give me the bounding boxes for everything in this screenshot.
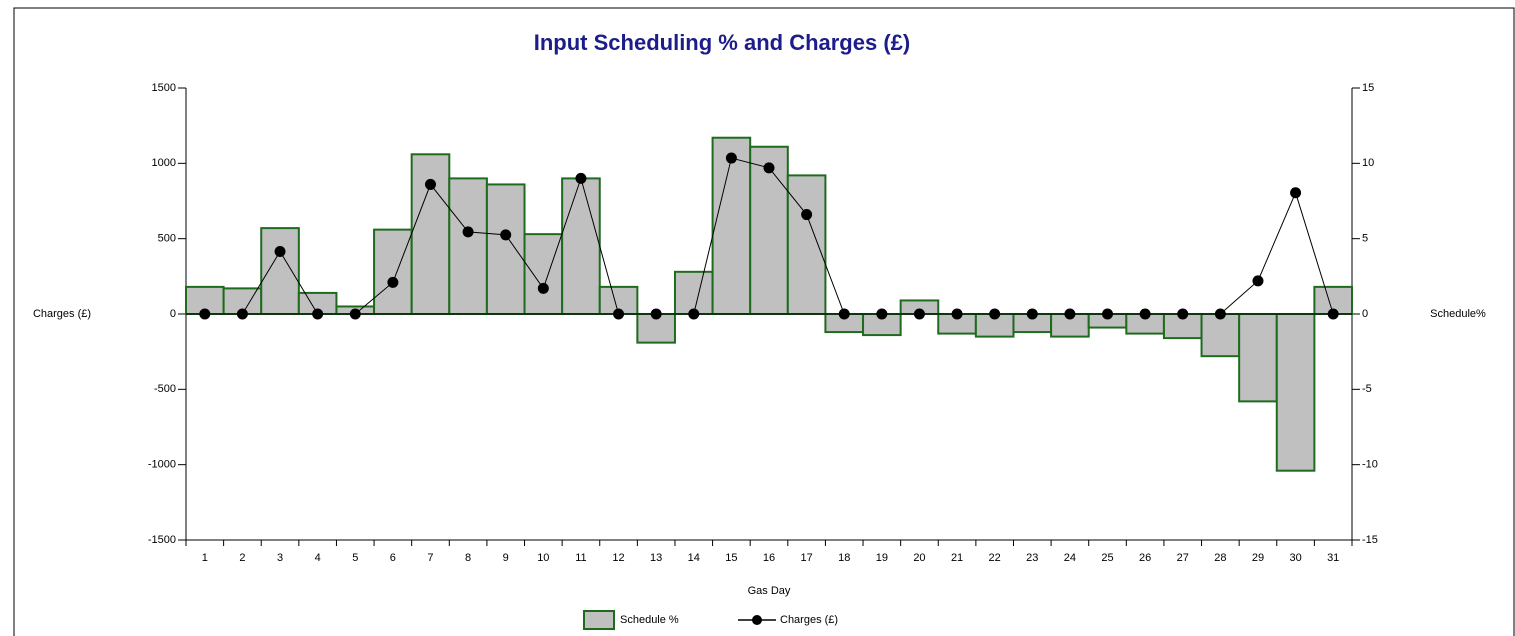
x-tick-label: 29	[1252, 552, 1264, 564]
x-tick-label: 27	[1177, 552, 1189, 564]
y2-tick-label: 5	[1362, 233, 1368, 245]
y-tick-label: -500	[154, 383, 176, 395]
marker	[801, 209, 813, 221]
x-tick-label: 16	[763, 552, 775, 564]
x-tick-label: 14	[688, 552, 700, 564]
bar	[1238, 313, 1278, 403]
legend-swatch	[583, 610, 615, 630]
legend-label: Charges (£)	[780, 614, 838, 626]
x-tick-label: 21	[951, 552, 963, 564]
x-tick-label: 22	[989, 552, 1001, 564]
bar	[711, 136, 752, 315]
bar	[260, 227, 300, 315]
x-tick-label: 4	[315, 552, 321, 564]
y-tick-label: 1500	[152, 82, 176, 94]
y-tick-label: 1000	[152, 157, 176, 169]
marker	[1252, 275, 1264, 287]
x-tick-label: 6	[390, 552, 396, 564]
marker	[725, 152, 737, 164]
y2-tick-label: -5	[1362, 383, 1372, 395]
x-tick-label: 31	[1327, 552, 1339, 564]
bar	[786, 174, 827, 315]
bar	[1200, 313, 1241, 358]
x-tick-label: 20	[913, 552, 925, 564]
x-tick-label: 25	[1101, 552, 1113, 564]
bar	[448, 177, 488, 315]
x-tick-label: 11	[575, 552, 586, 564]
bar	[410, 153, 451, 315]
x-tick-label: 30	[1289, 552, 1301, 564]
x-tick-label: 7	[427, 552, 433, 564]
y-tick-label: -1500	[148, 534, 176, 546]
marker	[575, 172, 587, 184]
x-tick-label: 15	[725, 552, 737, 564]
x-tick-label: 13	[650, 552, 662, 564]
legend-label: Schedule %	[620, 614, 679, 626]
marker	[387, 276, 399, 288]
y-axis-label: Charges (£)	[33, 308, 91, 320]
bar	[749, 145, 789, 315]
marker	[763, 162, 775, 174]
marker	[1290, 187, 1302, 199]
frame	[13, 7, 1515, 636]
bar	[673, 270, 714, 315]
y-tick-label: -1000	[148, 459, 176, 471]
x-tick-label: 2	[239, 552, 245, 564]
y2-tick-label: -10	[1362, 459, 1378, 471]
x-tick-label: 19	[876, 552, 888, 564]
bar	[561, 177, 601, 315]
y2-tick-label: 15	[1362, 82, 1374, 94]
x-tick-label: 12	[612, 552, 624, 564]
x-tick-label: 18	[838, 552, 850, 564]
x-tick-label: 3	[277, 552, 283, 564]
x-tick-label: 23	[1026, 552, 1038, 564]
marker	[424, 178, 436, 190]
y2-tick-label: 10	[1362, 157, 1374, 169]
bar	[1275, 313, 1316, 472]
marker	[500, 229, 512, 241]
marker	[537, 282, 549, 294]
x-tick-label: 5	[352, 552, 358, 564]
y2-tick-label: 0	[1362, 308, 1368, 320]
x-axis-label: Gas Day	[748, 585, 791, 597]
bar	[485, 183, 526, 315]
x-tick-label: 24	[1064, 552, 1076, 564]
chart-title: Input Scheduling % and Charges (£)	[534, 30, 910, 55]
y2-axis-label: Schedule%	[1430, 308, 1486, 320]
x-tick-label: 26	[1139, 552, 1151, 564]
y-tick-label: 0	[170, 308, 176, 320]
x-tick-label: 9	[503, 552, 509, 564]
y-tick-label: 500	[158, 233, 176, 245]
legend-marker	[752, 615, 762, 625]
x-tick-label: 1	[202, 552, 208, 564]
bar	[523, 233, 564, 315]
x-tick-label: 28	[1214, 552, 1226, 564]
x-tick-label: 8	[465, 552, 471, 564]
marker	[274, 245, 286, 257]
x-tick-label: 10	[537, 552, 549, 564]
x-tick-label: 17	[800, 552, 812, 564]
marker	[462, 226, 474, 238]
bar	[373, 228, 413, 315]
y2-tick-label: -15	[1362, 534, 1378, 546]
